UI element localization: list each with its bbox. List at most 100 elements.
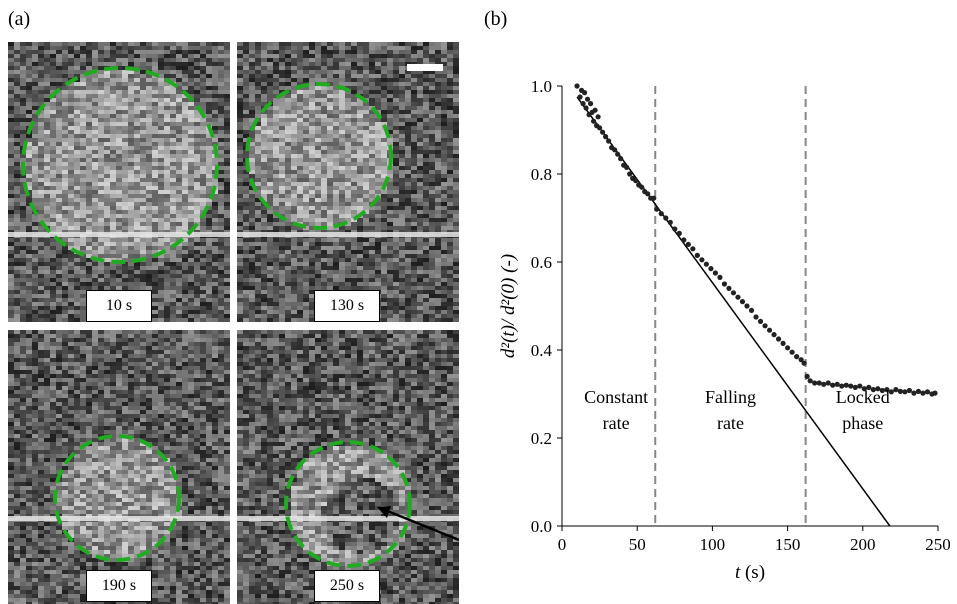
region-label: Constant (584, 387, 648, 407)
droplet-outline-circle (284, 440, 412, 568)
x-tick-label: 50 (629, 535, 646, 554)
x-tick-label: 250 (925, 535, 950, 554)
data-point (771, 332, 777, 338)
data-point (884, 387, 890, 393)
region-label: rate (603, 413, 630, 433)
data-point (857, 383, 863, 389)
data-point (699, 257, 705, 263)
data-point (730, 290, 737, 296)
y-tick-label: 0.0 (531, 517, 552, 536)
substrate-line (8, 516, 230, 521)
data-point (789, 349, 795, 355)
fit-line (576, 96, 891, 527)
data-point (694, 252, 700, 258)
data-point (897, 388, 903, 394)
data-point (583, 105, 589, 111)
data-point (843, 382, 849, 388)
data-point (821, 381, 827, 387)
data-point (888, 389, 894, 395)
substrate-line (237, 232, 459, 237)
data-point (812, 380, 818, 386)
x-tick-label: 100 (700, 535, 726, 554)
data-point (798, 357, 804, 363)
y-tick-label: 1.0 (531, 77, 552, 96)
data-point (615, 151, 621, 157)
data-point (879, 387, 885, 394)
data-point (577, 94, 583, 100)
data-point (852, 384, 858, 390)
region-label: rate (717, 413, 744, 433)
data-point (606, 138, 612, 144)
data-point (825, 380, 831, 386)
micrograph-250s (237, 330, 459, 604)
data-point (581, 90, 588, 96)
data-point (574, 83, 580, 89)
data-point (597, 125, 603, 131)
micrograph-190s (8, 330, 230, 604)
data-point (658, 211, 664, 217)
data-point (595, 114, 601, 120)
data-point (839, 383, 845, 389)
micrograph-10s (8, 42, 230, 322)
droplet-outline-circle (245, 82, 393, 230)
data-point (726, 285, 732, 291)
data-point (748, 307, 755, 313)
data-point (875, 386, 881, 392)
data-point (744, 303, 750, 309)
data-point (753, 314, 759, 320)
time-label-250s: 250 s (314, 570, 380, 602)
y-tick-label: 0.8 (531, 165, 552, 184)
time-label-190s: 190 s (86, 570, 152, 602)
data-point (915, 388, 922, 394)
data-point (667, 219, 673, 225)
data-point (780, 340, 786, 346)
data-point (830, 382, 836, 388)
data-point (612, 147, 618, 153)
data-point (672, 226, 678, 232)
data-point (766, 327, 773, 333)
data-point (587, 101, 594, 107)
data-point (794, 354, 800, 360)
region-label: phase (842, 413, 883, 433)
data-point (775, 336, 782, 342)
drying-curve-chart: 0 50 100 150 200 250 0.0 0.2 0.4 0.6 0.8 1.0 Constan… (498, 77, 950, 583)
data-point (624, 164, 630, 170)
data-point (866, 384, 872, 390)
data-point (590, 118, 597, 124)
data-point (924, 389, 931, 395)
data-point (651, 195, 657, 201)
data-point (762, 323, 768, 329)
y-tick-label: 0.2 (531, 429, 552, 448)
data-point (580, 101, 586, 107)
data-point (712, 270, 719, 276)
data-point (848, 383, 854, 389)
data-point (600, 129, 606, 135)
pointer-arrow-head (377, 506, 391, 518)
data-point (592, 107, 598, 113)
region-label: Falling (705, 387, 756, 407)
data-point (804, 373, 810, 379)
data-point (932, 390, 938, 396)
y-tick-label: 0.4 (531, 341, 553, 360)
data-point (721, 281, 728, 287)
data-point (645, 191, 651, 197)
data-point (685, 241, 691, 247)
data-point (690, 246, 696, 252)
data-point (834, 381, 840, 387)
panel-label-a: (a) (8, 8, 31, 30)
time-label-10s: 10 s (86, 290, 152, 322)
pointer-arrow-line (384, 508, 459, 542)
data-point (703, 261, 709, 267)
data-point (708, 266, 714, 272)
y-axis-title: d²(t)/ d²(0) (-) (498, 254, 519, 358)
x-tick-label: 0 (558, 535, 567, 554)
droplet-outline-circle (53, 434, 181, 562)
x-axis-title: t (s) (735, 562, 765, 583)
data-point (785, 345, 791, 351)
data-point (663, 215, 669, 221)
data-point (893, 387, 899, 393)
time-label-130s: 130 s (314, 290, 380, 322)
data-point (654, 206, 660, 212)
data-point (801, 360, 807, 366)
data-point (807, 378, 813, 384)
